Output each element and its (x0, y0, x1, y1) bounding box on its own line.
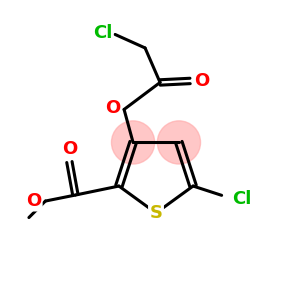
Text: O: O (194, 72, 209, 90)
Text: S: S (149, 204, 163, 222)
Text: O: O (26, 192, 41, 210)
Text: O: O (62, 140, 77, 158)
Text: O: O (105, 99, 120, 117)
Text: Cl: Cl (232, 190, 252, 208)
Text: Cl: Cl (93, 24, 112, 42)
Circle shape (112, 121, 155, 164)
Circle shape (157, 121, 200, 164)
